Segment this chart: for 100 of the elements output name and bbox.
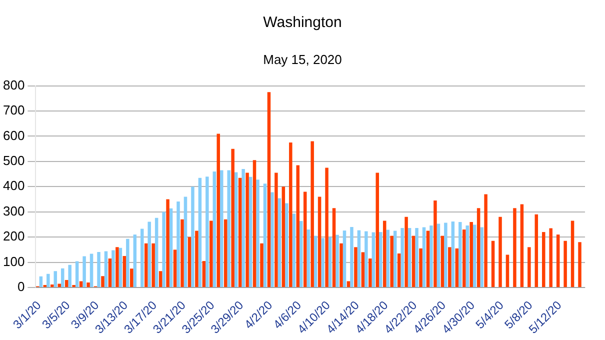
bar [256,180,260,288]
bar [86,282,90,288]
bar [224,219,228,288]
y-tick-label: 400 [2,178,25,194]
bar [278,198,282,288]
bar [472,224,476,288]
bar [542,232,546,288]
bar [436,224,440,288]
bar [415,228,418,288]
bar [227,170,230,288]
bar [570,220,574,288]
bar [248,176,252,288]
bar [466,225,469,288]
bar [386,230,390,288]
bar [578,242,582,288]
bar [303,192,307,288]
bar [158,271,162,288]
bar [206,176,209,288]
bar [238,178,242,288]
bar [476,208,480,288]
bar [346,281,350,288]
bar [520,204,524,288]
bar [180,219,184,288]
bar [368,258,372,288]
bar [133,234,137,288]
bar [289,142,292,288]
bar [549,228,552,288]
bar [434,200,437,288]
bar [242,169,245,288]
bar [282,186,286,288]
bar [64,280,68,288]
bar [325,168,328,288]
bar [104,251,108,288]
bar [220,170,224,288]
bar [354,247,358,288]
bar [292,214,296,288]
y-tick-label: 100 [2,254,25,269]
bar [422,227,426,288]
chart-subtitle: May 15, 2020 [262,52,343,67]
bar [166,199,170,288]
bar [318,196,322,288]
bar [314,236,318,288]
bar [404,216,408,288]
bar [430,225,433,288]
bar [90,254,94,288]
bar [50,284,54,288]
bar [564,240,567,288]
bar [101,276,104,288]
bar [448,247,452,288]
bar [116,247,119,288]
bar [350,226,354,288]
y-tick-label: 200 [2,228,25,244]
bar [108,258,112,288]
bar [528,247,531,288]
bar [152,243,155,288]
bar [162,212,166,288]
bar [426,230,430,288]
bar [506,254,510,288]
bar [364,231,368,288]
bar [234,172,238,288]
bar [260,243,264,288]
bar [169,208,173,288]
bar [126,238,130,288]
bar [270,192,274,288]
bar [130,268,134,288]
bar [397,253,401,288]
bar [408,228,412,288]
bar [458,222,462,288]
bar [332,208,336,288]
bar [390,236,394,288]
bar [440,236,444,288]
bar [372,232,376,288]
bar [336,234,339,288]
bar [382,220,386,288]
bar [491,240,495,288]
y-tick-label: 600 [2,128,25,143]
bar [285,203,288,288]
bar [154,218,158,288]
bar [43,284,47,288]
bar [140,228,144,288]
bar [75,261,79,288]
bar [462,230,466,288]
bar [296,165,300,288]
bar [173,250,177,288]
chart-title: Washington [262,14,343,31]
bar [263,184,267,288]
y-tick-label: 500 [2,153,25,168]
y-tick-label: 300 [2,203,25,218]
bar [144,243,148,288]
bar [46,274,50,288]
bar [246,172,249,288]
bar [306,230,310,288]
bar [122,256,126,288]
bar [470,222,473,288]
bar [310,141,314,288]
bar [39,276,43,288]
bar [267,92,271,288]
bar [216,134,220,288]
y-tick-label: 800 [2,77,25,92]
bar [361,252,365,288]
